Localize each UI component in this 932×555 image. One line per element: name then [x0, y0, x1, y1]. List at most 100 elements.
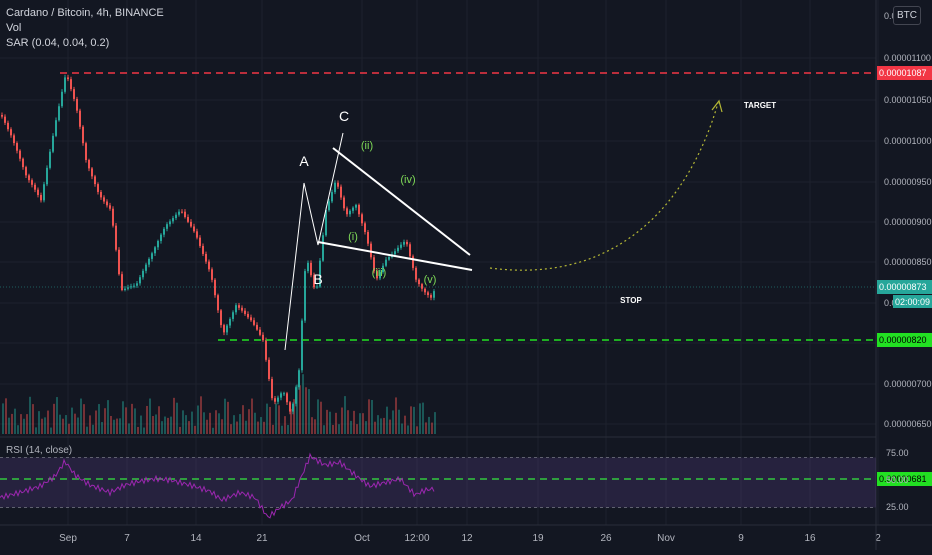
candle-body [334, 182, 336, 193]
volume-bar [425, 422, 427, 434]
volume-bar [329, 411, 331, 434]
candle-body [55, 120, 57, 136]
volume-bar [365, 421, 367, 434]
candle-body [97, 184, 99, 192]
candle-body [169, 221, 171, 225]
volume-bar [227, 401, 229, 434]
candle-body [286, 393, 288, 403]
volume-bar [194, 425, 196, 434]
candle-body [310, 262, 312, 276]
candle-body [130, 286, 132, 288]
candle-body [271, 379, 273, 399]
candle-body [319, 260, 321, 287]
candle-body [304, 271, 306, 321]
volume-bar [299, 385, 301, 434]
volume-bar [26, 414, 28, 434]
volume-bar [104, 408, 106, 434]
volume-bar [386, 406, 388, 434]
volume-bar [290, 408, 292, 434]
volume-bar [323, 425, 325, 434]
volume-bar [317, 399, 319, 434]
rsi-tick-label: 75.00 [886, 448, 909, 458]
volume-bar [197, 405, 199, 434]
volume-indicator-label[interactable]: Vol [6, 22, 22, 34]
sar-indicator-label[interactable]: SAR (0.04, 0.04, 0.2) [6, 37, 110, 49]
x-tick-label: Nov [657, 533, 675, 544]
candle-body [385, 259, 387, 266]
volume-bar [413, 406, 415, 434]
candle-body [244, 310, 246, 314]
candle-body [250, 317, 252, 321]
candle-body [88, 160, 90, 169]
volume-bar [68, 423, 70, 434]
x-tick-label: 14 [190, 533, 202, 544]
volume-bar [98, 404, 100, 434]
wave-label-a: A [299, 153, 309, 169]
volume-bar [416, 426, 418, 434]
volume-bar [134, 408, 136, 434]
candle-body [103, 197, 105, 202]
candle-body [166, 224, 168, 229]
candle-body [133, 285, 135, 287]
volume-bar [284, 416, 286, 434]
candle-body [418, 279, 420, 285]
candle-body [190, 221, 192, 227]
candle-body [280, 393, 282, 398]
rsi-indicator-label[interactable]: RSI (14, close) [6, 445, 73, 456]
candle-body [433, 291, 435, 298]
volume-bar [206, 419, 208, 434]
volume-bar [263, 421, 265, 434]
abc-wave-line [284, 132, 344, 351]
candle-body [379, 272, 381, 279]
candle-body [214, 279, 216, 296]
candle-body [355, 204, 357, 208]
volume-bar [305, 387, 307, 434]
candle-body [346, 208, 348, 215]
candle-body [412, 256, 414, 268]
x-tick-label: 16 [804, 533, 816, 544]
volume-bar [242, 405, 244, 434]
candle-body [235, 305, 237, 313]
candle-body [76, 98, 78, 111]
volume-bar [218, 413, 220, 434]
volume-bar [89, 415, 91, 434]
wedge-lower-line [317, 241, 473, 271]
candle-body [316, 286, 318, 288]
resistance-price-tag [877, 66, 932, 80]
volume-bar [239, 414, 241, 434]
volume-bar [371, 399, 373, 434]
stop-price-tag [877, 333, 932, 347]
last-price-tag [877, 280, 932, 294]
projection-arrowhead [711, 99, 723, 113]
volume-bar [86, 426, 88, 434]
candle-body [388, 257, 390, 260]
price-tick-label: 0.00001100 [884, 53, 931, 63]
currency-badge[interactable]: BTC [893, 6, 921, 25]
candle-body [229, 318, 231, 326]
candle-body [172, 218, 174, 222]
x-tick-label: 12:00 [404, 533, 429, 544]
volume-bar [335, 412, 337, 434]
volume-bar [137, 426, 139, 434]
volume-bar [278, 405, 280, 434]
symbol-title[interactable]: Cardano / Bitcoin, 4h, BINANCE [6, 7, 164, 19]
volume-bar [176, 402, 178, 434]
volume-bar [308, 389, 310, 434]
candle-body [382, 265, 384, 273]
volume-bar [191, 411, 193, 434]
volume-bar [65, 415, 67, 434]
target-label: TARGET [744, 101, 776, 110]
candle-body [196, 231, 198, 238]
volume-bar [131, 403, 133, 434]
candle-body [208, 261, 210, 270]
volume-bar [38, 411, 40, 434]
candle-body [124, 288, 126, 291]
volume-bar [269, 406, 271, 434]
candle-body [400, 244, 402, 248]
rsi-band [0, 457, 876, 508]
volume-bar [143, 427, 145, 434]
candle-body [115, 225, 117, 250]
volume-bar [275, 403, 277, 434]
wave-label-i: (i) [348, 231, 358, 243]
